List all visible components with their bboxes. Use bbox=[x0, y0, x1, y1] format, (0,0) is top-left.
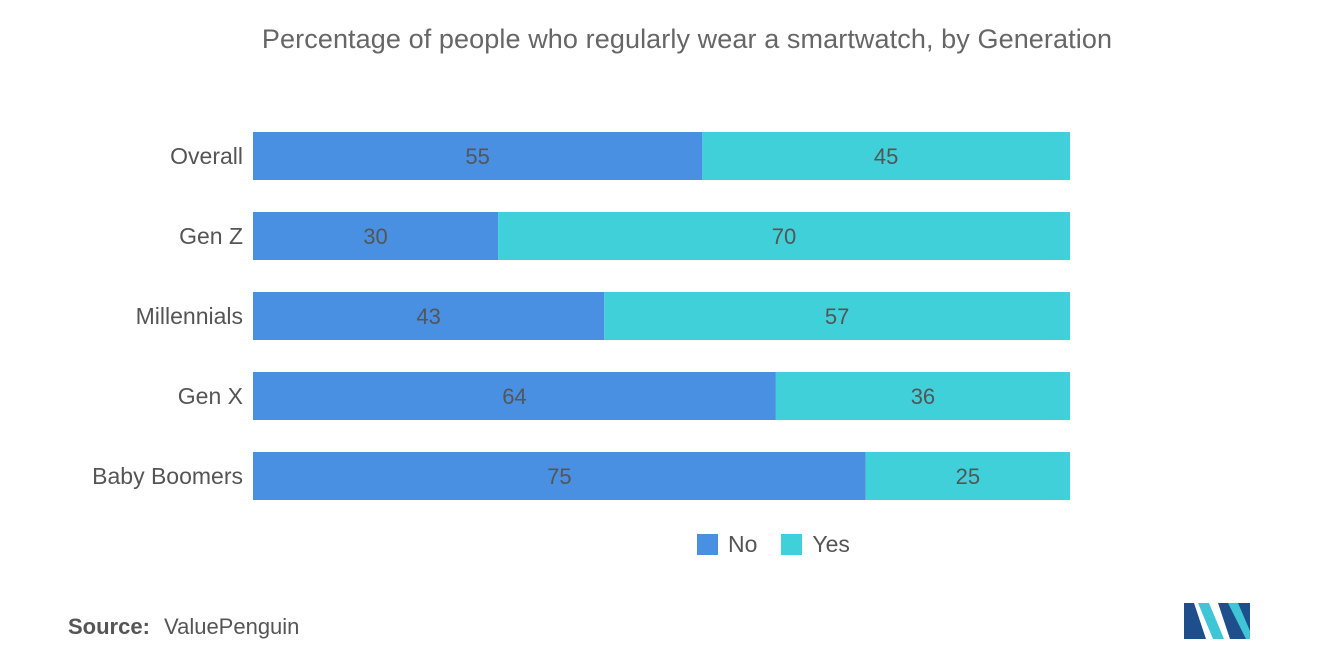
bar-millennials-no bbox=[253, 292, 605, 340]
data-label-gen-x-yes: 36 bbox=[911, 384, 935, 409]
category-label-gen-z: Gen Z bbox=[179, 223, 243, 249]
chart-legend: No Yes bbox=[697, 531, 874, 558]
legend-item-no: No bbox=[697, 531, 757, 558]
data-label-gen-z-yes: 70 bbox=[772, 224, 796, 249]
data-label-overall-yes: 45 bbox=[874, 144, 898, 169]
legend-label-yes: Yes bbox=[812, 531, 850, 557]
category-label-gen-x: Gen X bbox=[178, 383, 243, 409]
legend-swatch-yes bbox=[781, 534, 803, 555]
bar-gen-z-no bbox=[253, 212, 499, 260]
data-label-baby-boomers-no: 75 bbox=[547, 464, 571, 489]
bar-overall-no bbox=[253, 132, 703, 180]
category-label-baby-boomers: Baby Boomers bbox=[92, 463, 243, 489]
category-label-overall: Overall bbox=[170, 143, 243, 169]
data-label-gen-z-no: 30 bbox=[363, 224, 387, 249]
legend-label-no: No bbox=[728, 531, 758, 557]
bar-baby-boomers-no bbox=[253, 452, 866, 500]
data-label-baby-boomers-yes: 25 bbox=[956, 464, 980, 489]
source-label: Source: bbox=[68, 614, 150, 639]
bar-gen-z-yes bbox=[498, 212, 1071, 260]
source-note: Source: ValuePenguin bbox=[68, 614, 299, 640]
legend-swatch-no bbox=[697, 534, 718, 555]
legend-item-yes: Yes bbox=[781, 531, 850, 558]
bar-gen-x-no bbox=[253, 372, 776, 420]
mordor-logo-icon bbox=[1184, 603, 1250, 639]
logo-shape-accent bbox=[1228, 603, 1250, 639]
bar-baby-boomers-yes bbox=[865, 452, 1070, 500]
source-value: ValuePenguin bbox=[164, 614, 300, 639]
bar-overall-yes bbox=[702, 132, 1070, 180]
bar-gen-x-yes bbox=[775, 372, 1070, 420]
bar-millennials-yes bbox=[604, 292, 1070, 340]
data-label-overall-no: 55 bbox=[465, 144, 489, 169]
data-label-gen-x-no: 64 bbox=[502, 384, 526, 409]
chart-title: Percentage of people who regularly wear … bbox=[261, 24, 1113, 54]
category-label-millennials: Millennials bbox=[136, 303, 243, 329]
logo-shape-left bbox=[1184, 603, 1206, 639]
logo-shape-mid bbox=[1198, 603, 1224, 639]
data-label-millennials-no: 43 bbox=[416, 304, 440, 329]
data-label-millennials-yes: 57 bbox=[825, 304, 849, 329]
